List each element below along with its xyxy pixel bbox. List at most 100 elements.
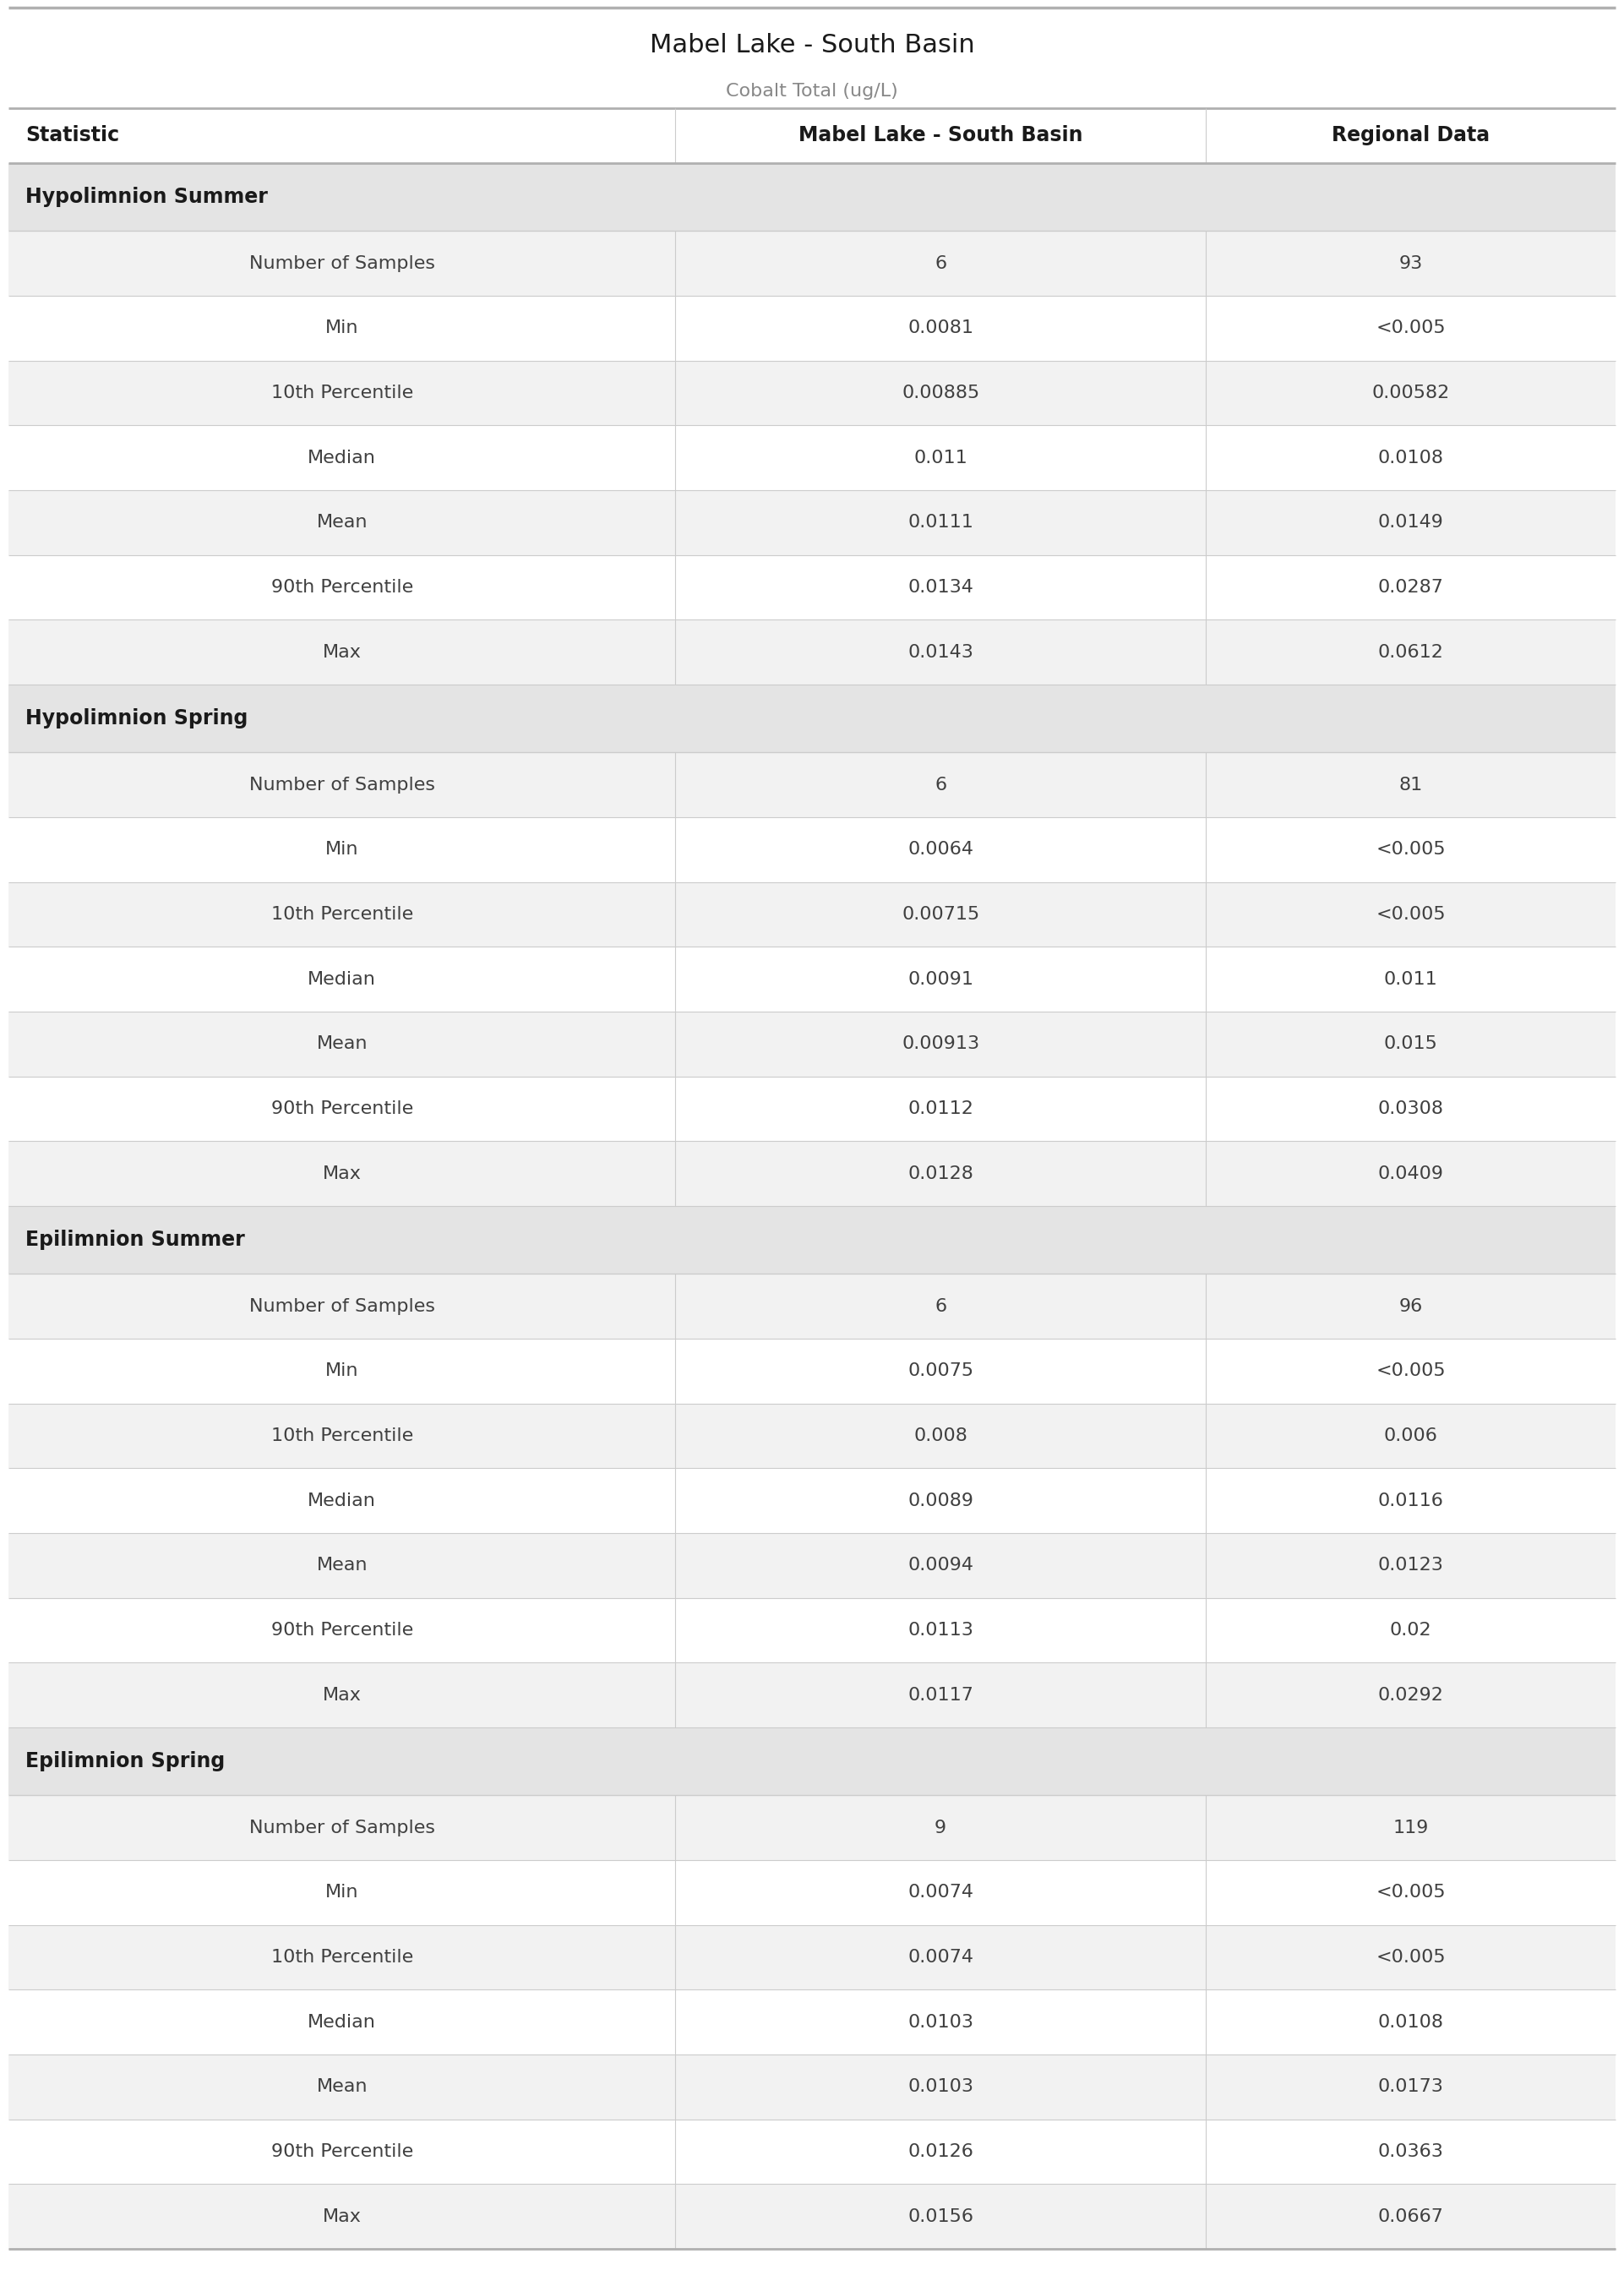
Text: Mabel Lake - South Basin: Mabel Lake - South Basin (799, 125, 1083, 145)
Text: 0.0156: 0.0156 (908, 2209, 973, 2225)
Text: 10th Percentile: 10th Percentile (271, 384, 412, 402)
Bar (8, 1205, 1616, 1273)
Text: 0.006: 0.006 (1384, 1428, 1437, 1444)
Text: 0.0308: 0.0308 (1377, 1101, 1444, 1117)
Bar (676, 754, 1205, 817)
Bar (676, 295, 1205, 361)
Bar (8, 424, 676, 490)
Bar (676, 883, 1205, 947)
Text: 0.0292: 0.0292 (1377, 1687, 1444, 1702)
Bar (8, 686, 1616, 754)
Text: 0.00582: 0.00582 (1372, 384, 1450, 402)
Text: 0.0287: 0.0287 (1377, 579, 1444, 595)
Bar (8, 16, 1616, 75)
Bar (676, 1925, 1205, 1991)
Text: 0.0409: 0.0409 (1377, 1165, 1444, 1183)
Text: 90th Percentile: 90th Percentile (271, 1101, 412, 1117)
Text: Max: Max (323, 1687, 361, 1702)
Text: 0.0123: 0.0123 (1377, 1557, 1444, 1573)
Text: 10th Percentile: 10th Percentile (271, 1950, 412, 1966)
Bar (8, 754, 676, 817)
Text: 0.00913: 0.00913 (901, 1035, 979, 1053)
Text: Mean: Mean (317, 1035, 367, 1053)
Bar (1205, 295, 1616, 361)
Bar (8, 2184, 676, 2250)
Bar (1205, 1532, 1616, 1598)
Bar (1205, 1403, 1616, 1469)
Bar (8, 361, 676, 424)
Bar (8, 1532, 676, 1598)
Text: Hypolimnion Summer: Hypolimnion Summer (26, 186, 268, 207)
Text: 0.0108: 0.0108 (1377, 2013, 1444, 2032)
Text: Min: Min (325, 320, 359, 336)
Bar (8, 883, 676, 947)
Text: Epilimnion Summer: Epilimnion Summer (26, 1230, 245, 1251)
Bar (8, 554, 676, 620)
Text: Max: Max (323, 2209, 361, 2225)
Bar (676, 2120, 1205, 2184)
Bar (8, 1142, 676, 1205)
Bar (676, 424, 1205, 490)
Text: 0.0081: 0.0081 (908, 320, 973, 336)
Text: Statistic: Statistic (26, 125, 119, 145)
Bar (8, 295, 676, 361)
Bar (676, 2184, 1205, 2250)
Bar (8, 1598, 676, 1662)
Bar (676, 947, 1205, 1012)
Text: Mabel Lake - South Basin: Mabel Lake - South Basin (650, 32, 974, 57)
Text: 0.0112: 0.0112 (908, 1101, 973, 1117)
Bar (1205, 1273, 1616, 1339)
Text: 0.0173: 0.0173 (1377, 2079, 1444, 2095)
Text: 96: 96 (1398, 1298, 1423, 1314)
Text: 0.0363: 0.0363 (1377, 2143, 1444, 2161)
Bar (8, 1469, 676, 1532)
Bar (1205, 424, 1616, 490)
Bar (676, 554, 1205, 620)
Bar (676, 1598, 1205, 1662)
Bar (1205, 1796, 1616, 1859)
Text: 90th Percentile: 90th Percentile (271, 579, 412, 595)
Text: 0.0075: 0.0075 (908, 1362, 973, 1380)
Bar (676, 620, 1205, 686)
Bar (1205, 361, 1616, 424)
Bar (676, 1273, 1205, 1339)
Bar (1205, 554, 1616, 620)
Text: 0.0113: 0.0113 (908, 1621, 973, 1639)
Bar (1205, 754, 1616, 817)
Text: Min: Min (325, 842, 359, 858)
Bar (8, 1859, 676, 1925)
Bar (1205, 232, 1616, 295)
Bar (8, 620, 676, 686)
Text: 0.011: 0.011 (914, 449, 968, 465)
Text: Median: Median (309, 2013, 377, 2032)
Bar (676, 1532, 1205, 1598)
Text: 0.0089: 0.0089 (908, 1491, 973, 1510)
Bar (1205, 1598, 1616, 1662)
Text: Number of Samples: Number of Samples (248, 1298, 435, 1314)
Text: Min: Min (325, 1362, 359, 1380)
Text: Number of Samples: Number of Samples (248, 1818, 435, 1836)
Text: 0.00715: 0.00715 (901, 906, 979, 924)
Bar (676, 1142, 1205, 1205)
Bar (1205, 1469, 1616, 1532)
Bar (8, 1727, 1616, 1796)
Bar (8, 2120, 676, 2184)
Bar (676, 1339, 1205, 1403)
Bar (8, 1925, 676, 1991)
Bar (1205, 947, 1616, 1012)
Text: Mean: Mean (317, 2079, 367, 2095)
Text: 9: 9 (934, 1818, 947, 1836)
Bar (8, 2054, 676, 2120)
Text: 81: 81 (1398, 776, 1423, 794)
Text: 0.0126: 0.0126 (908, 2143, 973, 2161)
Text: 0.011: 0.011 (1384, 972, 1437, 987)
Bar (676, 490, 1205, 554)
Bar (1205, 490, 1616, 554)
Text: Median: Median (309, 1491, 377, 1510)
Text: Mean: Mean (317, 515, 367, 531)
Bar (8, 1076, 676, 1142)
Text: 0.02: 0.02 (1390, 1621, 1432, 1639)
Bar (676, 1796, 1205, 1859)
Text: 0.0111: 0.0111 (908, 515, 973, 531)
Text: 0.0128: 0.0128 (908, 1165, 973, 1183)
